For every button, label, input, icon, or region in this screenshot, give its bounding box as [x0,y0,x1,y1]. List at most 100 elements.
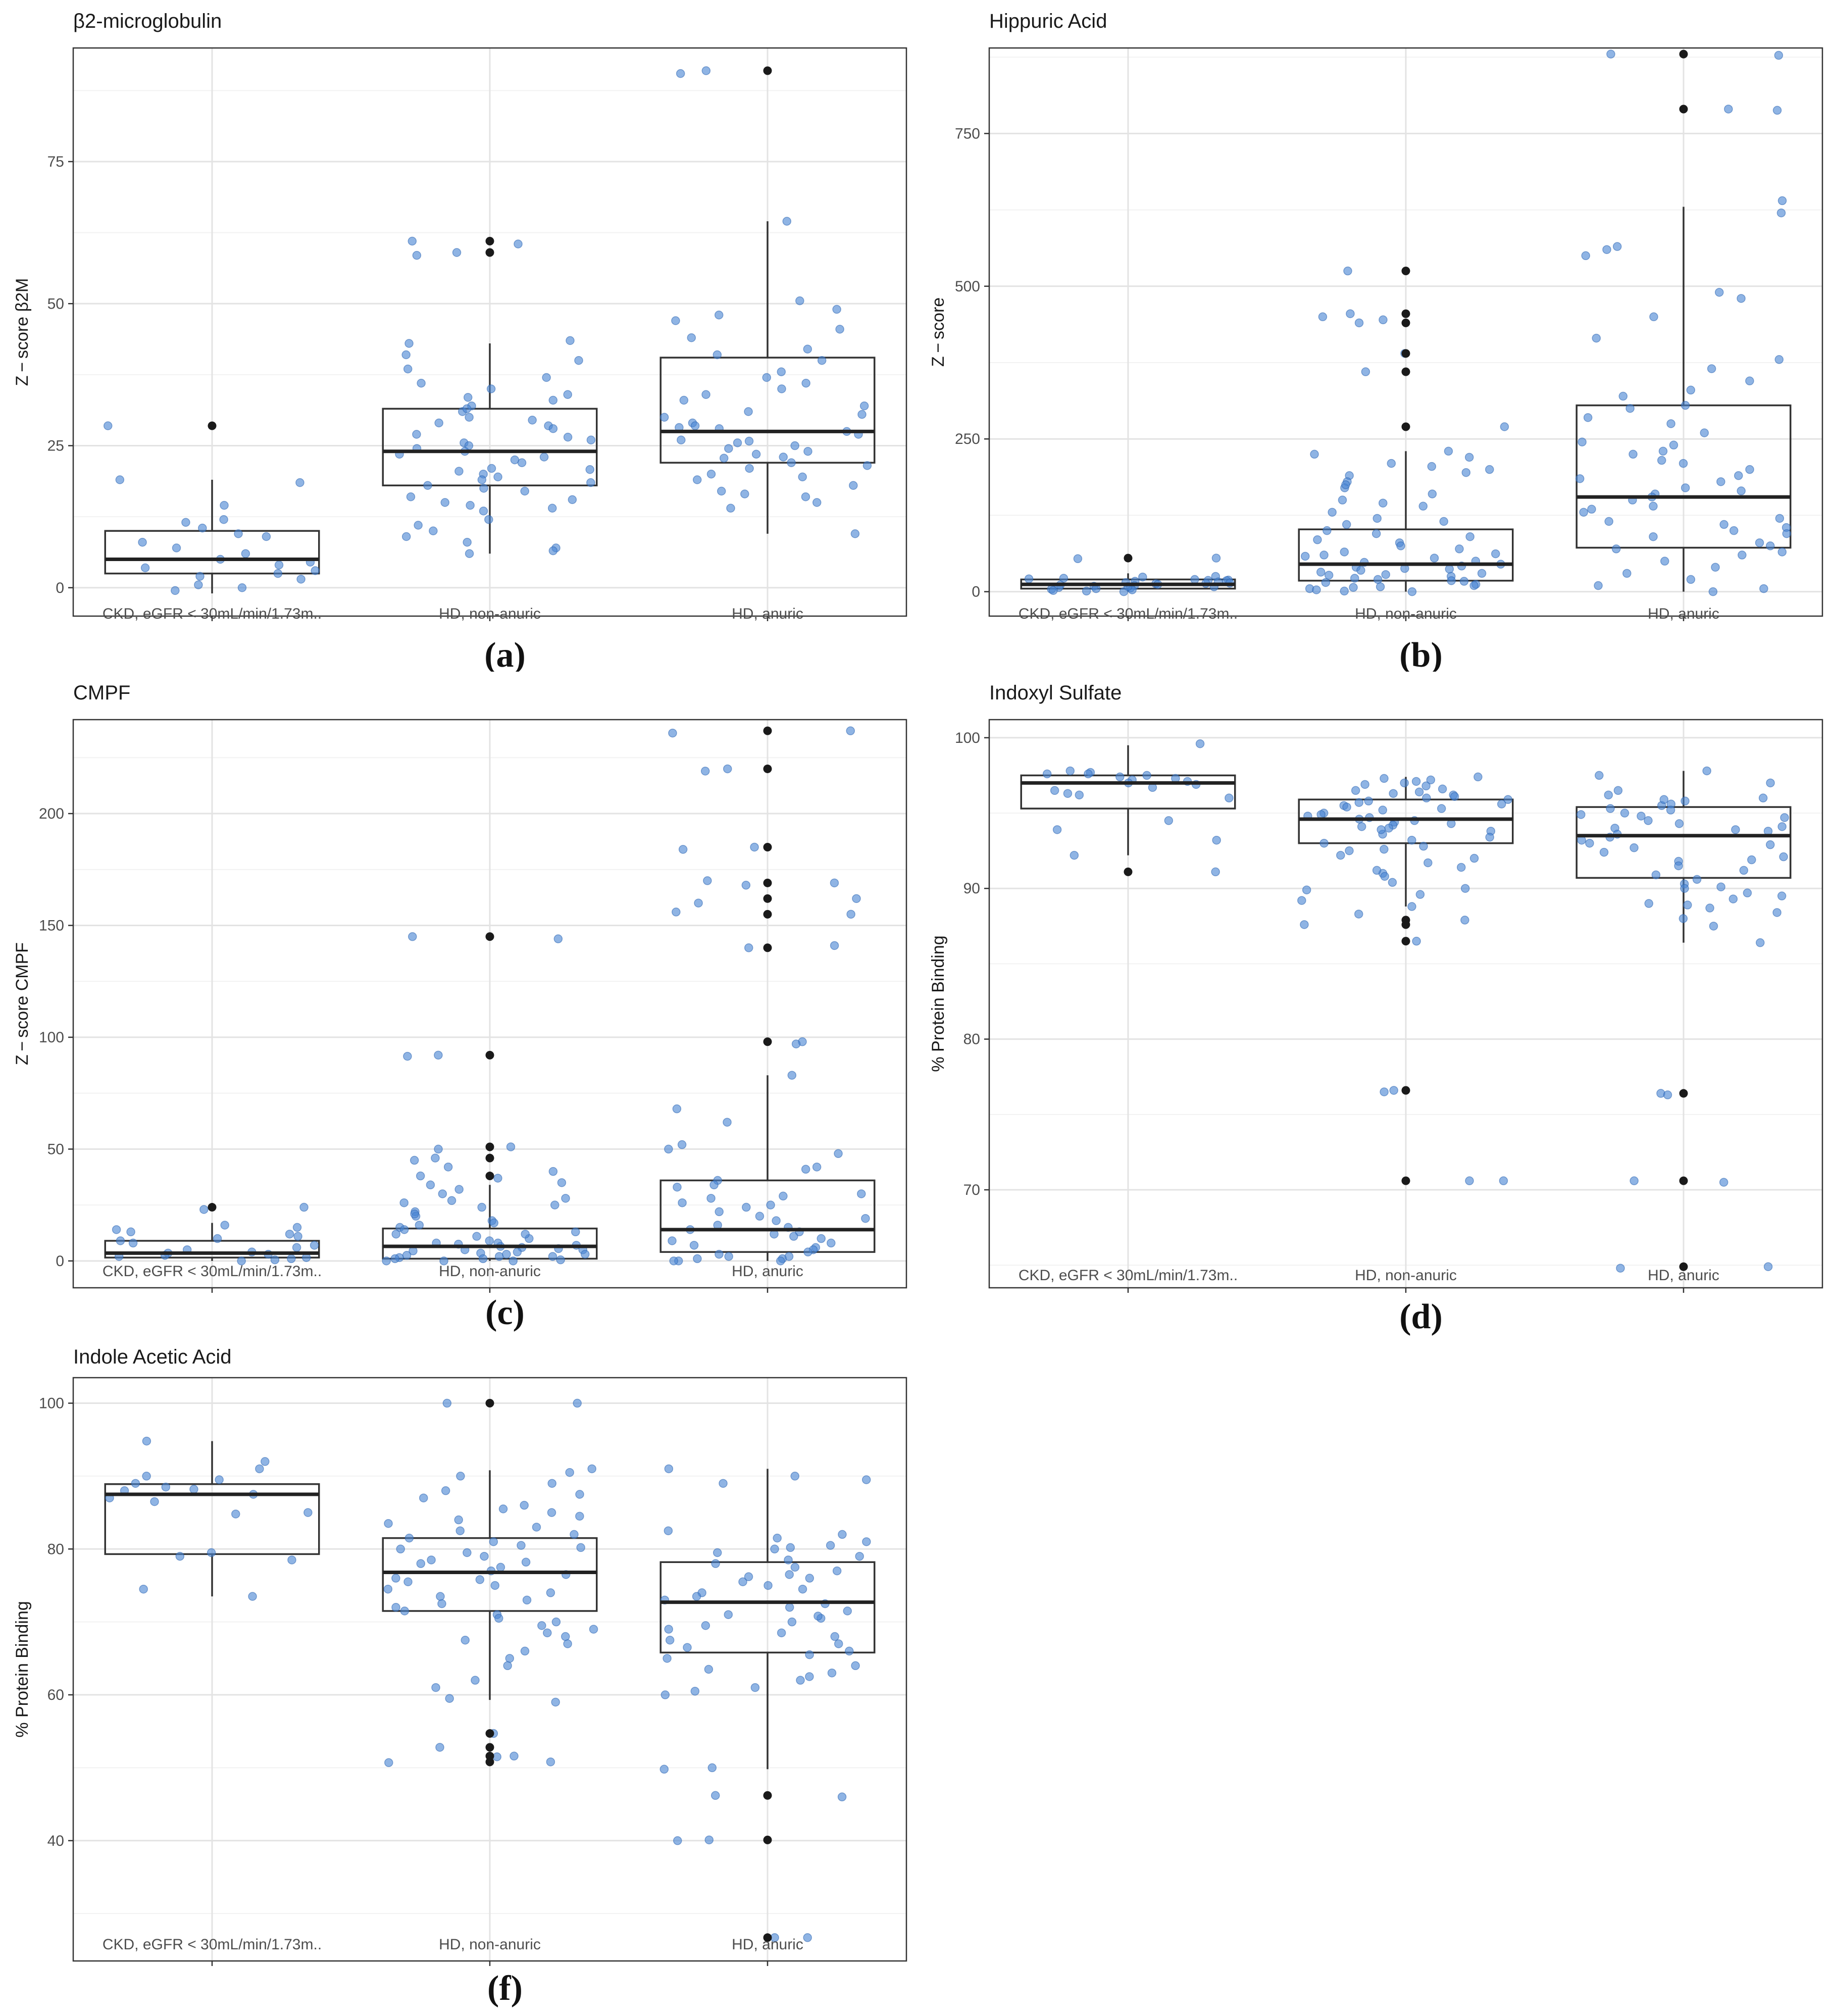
data-point [1376,582,1385,591]
data-point [220,500,229,510]
data-point [1407,902,1416,911]
data-point [857,1189,866,1198]
data-point [714,311,724,320]
data-point [1459,577,1469,586]
data-point [784,1252,794,1261]
data-point [454,467,464,476]
data-point [786,1543,795,1552]
data-point [563,1639,572,1648]
data-point [683,1643,692,1652]
data-point [462,404,472,414]
data-point [733,438,742,447]
outlier-point [763,878,772,887]
data-point [415,1221,424,1230]
data-point [1499,1176,1508,1185]
data-point [1715,288,1724,297]
data-point [713,350,722,360]
data-point [859,401,869,411]
data-point [1763,1262,1773,1271]
data-point [234,529,243,538]
data-point [1774,51,1784,60]
data-point [664,1144,673,1154]
data-point [678,1198,687,1207]
data-point [846,726,855,735]
y-tick-label: 500 [955,278,980,295]
data-point [1669,440,1678,450]
outlier-point [1401,309,1410,318]
chart-svg: Indole Acetic Acid 40 60 80 100 CKD, eGFR < 3… [13,1346,907,2008]
data-point [1755,538,1764,547]
data-point [787,1071,797,1080]
data-point [1686,385,1696,395]
data-point [703,876,712,885]
data-point [219,515,228,524]
data-point [709,1180,719,1190]
data-point [663,1654,672,1663]
data-point [755,1212,765,1221]
chart-svg: CMPF 0 50 100 150 200 CKD, eGFR < 30mL/min/1.7… [13,682,907,1332]
data-point [1602,245,1611,254]
data-point [1211,867,1220,877]
data-point [485,1236,494,1245]
y-tick-label: 75 [47,154,64,170]
data-point [494,1252,504,1261]
data-point [700,767,710,776]
data-point [1680,884,1689,893]
data-point [1711,563,1720,572]
data-point [766,1200,775,1209]
data-point [1649,312,1658,322]
data-point [1777,547,1787,557]
data-point [1195,739,1205,748]
data-point [404,1533,414,1543]
data-point [798,472,807,482]
data-point [1780,813,1789,822]
data-point [522,1595,532,1605]
chart-title: Hippuric Acid [989,10,1107,32]
data-point [195,572,205,581]
data-point [434,1144,443,1154]
data-point [406,492,416,501]
data-point [1354,318,1364,328]
data-point [142,1436,151,1446]
data-point [1379,315,1388,325]
data-point [1438,784,1447,794]
data-point [1491,549,1500,559]
data-point [1318,312,1328,322]
x-tick-label: HD, anuric [1648,606,1719,622]
data-point [738,1577,747,1586]
data-point [517,1541,526,1550]
outlier-point [1401,916,1410,925]
data-point [1336,850,1345,860]
data-point [1595,771,1604,780]
data-point [1426,775,1436,785]
data-point [426,1180,435,1190]
data-point [547,1508,556,1517]
data-point [1427,462,1437,471]
data-point [805,1672,814,1681]
data-point [563,390,572,399]
data-point [1070,850,1079,860]
data-point [851,1661,860,1671]
data-point [1411,777,1421,786]
data-point [138,538,147,547]
box-iqr [659,1561,876,1654]
outlier-point [485,1142,494,1151]
data-point [830,1632,839,1641]
chart-panel-indoxyl-sulfate: Indoxyl Sulfate 70 80 90 100 CKD, eGFR < 30mL… [916,672,1832,1343]
data-point [1575,474,1585,483]
data-point [784,1555,793,1565]
data-point [1321,578,1331,587]
data-point [1084,769,1093,779]
data-point [199,1205,209,1214]
data-point [726,503,735,513]
data-point [1312,585,1321,594]
data-point [1681,483,1690,492]
outlier-point [1401,937,1410,946]
outlier-point [1401,267,1410,276]
data-point [701,1621,710,1630]
data-point [1616,1264,1625,1273]
data-point [678,845,688,854]
data-point [719,453,729,463]
data-point [715,1207,724,1217]
data-point [830,941,839,950]
